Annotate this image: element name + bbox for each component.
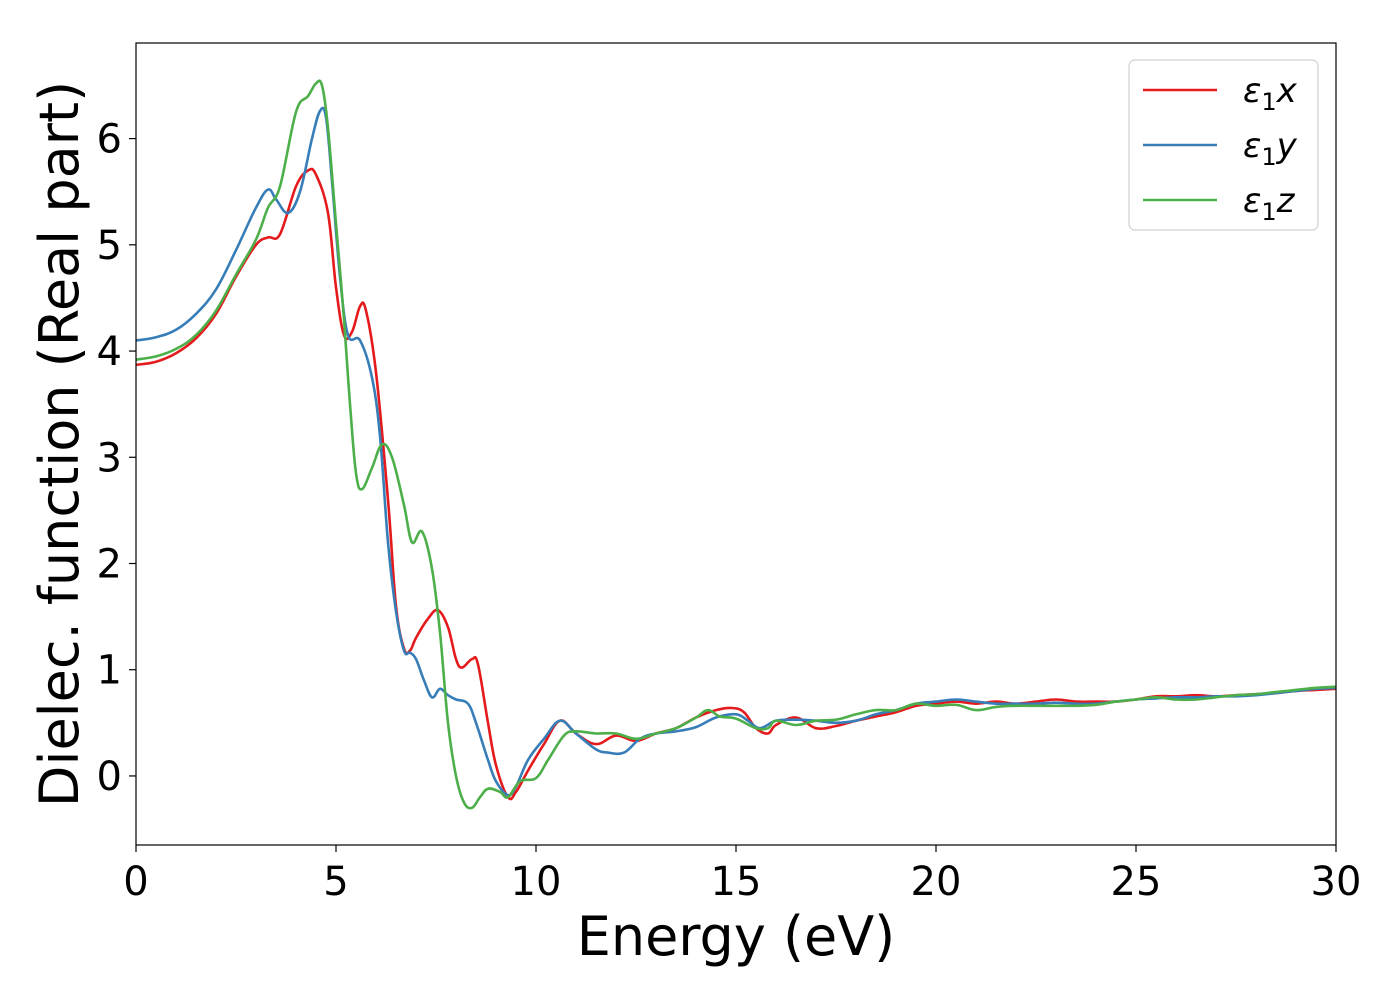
y-axis: 0 1 2 3 4 5 6	[97, 117, 136, 800]
series-line-x	[136, 167, 1336, 801]
legend-box	[1128, 59, 1319, 231]
legend: ε1x ε1y ε1z	[1128, 59, 1319, 231]
y-axis-title: Dielec. function (Real part)	[28, 81, 91, 807]
y-tick-label: 1	[97, 648, 122, 694]
y-tick-label: 2	[97, 542, 122, 588]
series-line-z	[136, 79, 1336, 810]
y-tick-label: 4	[97, 329, 122, 375]
x-tick-label: 20	[911, 859, 962, 905]
y-tick-label: 0	[97, 754, 122, 800]
x-axis-title: Energy (eV)	[577, 905, 896, 968]
legend-label-x: ε1x	[1243, 71, 1298, 116]
x-tick-label: 30	[1311, 859, 1362, 905]
x-tick-label: 5	[323, 859, 348, 905]
legend-label-y: ε1y	[1243, 126, 1298, 171]
y-tick-label: 3	[97, 435, 122, 481]
x-tick-label: 10	[511, 859, 562, 905]
y-tick-label: 6	[97, 117, 122, 163]
legend-label-z: ε1z	[1243, 181, 1296, 226]
series-layer	[136, 79, 1336, 810]
x-tick-label: 25	[1111, 859, 1162, 905]
x-tick-label: 0	[123, 859, 148, 905]
x-tick-label: 15	[711, 859, 762, 905]
x-axis: 0 5 10 15 20 25 30	[123, 845, 1361, 905]
y-tick-label: 5	[97, 223, 122, 269]
